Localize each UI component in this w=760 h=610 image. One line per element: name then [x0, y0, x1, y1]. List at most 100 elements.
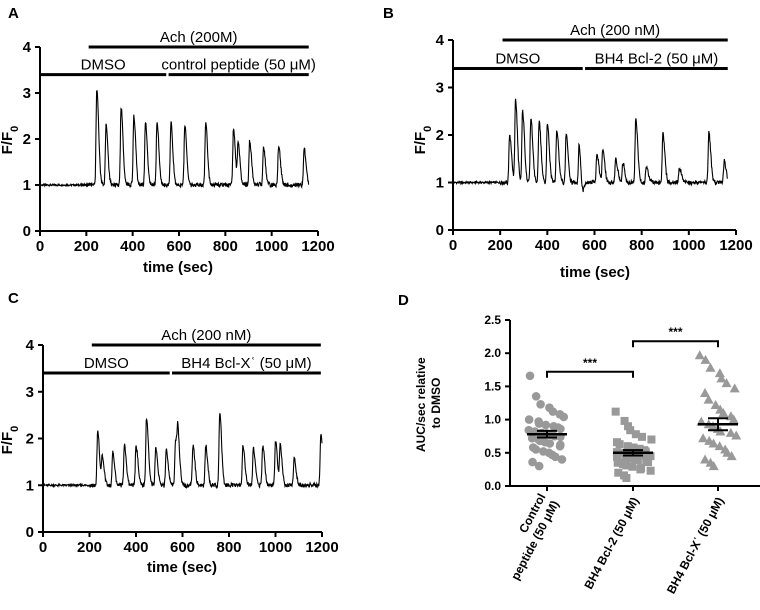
- data-point: [620, 416, 629, 425]
- panel-c: C F/F0 time (sec) Ach (200 nM) DMSO BH4 …: [0, 290, 339, 576]
- y-tick-label: 1: [436, 175, 444, 192]
- category-label: BH4 Bcl-Xʿ (50 μM): [664, 495, 727, 596]
- data-point: [705, 362, 716, 372]
- data-point: [559, 412, 569, 422]
- data-point: [647, 435, 656, 444]
- y-axis-label-b: F/F0: [412, 126, 434, 155]
- data-point: [615, 440, 624, 449]
- y-axis-label-d: AUC/sec relative to DMSO: [414, 354, 443, 452]
- y-tick-label: 3: [23, 85, 31, 102]
- data-point: [622, 461, 631, 470]
- data-point: [698, 433, 709, 443]
- data-point: [622, 474, 631, 483]
- x-tick-label: 1200: [301, 238, 334, 255]
- category-label-line: BH4 Bcl-2 (50 μM): [581, 495, 641, 592]
- data-point: [638, 432, 647, 441]
- data-point: [636, 465, 645, 474]
- data-point: [710, 399, 721, 409]
- x-tick-label: 1000: [255, 238, 288, 255]
- x-tick-label: 800: [216, 539, 241, 556]
- x-tick-label: 400: [123, 539, 148, 556]
- data-point: [613, 458, 622, 467]
- y-tick-label: 2: [26, 431, 34, 448]
- annotations-c: Ach (200 nM) DMSO BH4 Bcl-Xʿ (50 μM): [43, 327, 321, 375]
- panel-d: D AUC/sec relative to DMSO 0.0 0.5 1.0 1.5 2…: [398, 292, 760, 596]
- data-point: [714, 368, 725, 378]
- x-tick-label: 1200: [719, 237, 752, 254]
- data-point: [641, 451, 650, 460]
- y-tick-label: 0.5: [484, 446, 501, 460]
- plot-area-b: 0 1 2 3 4 0 200 400 600 800 1000 1200: [436, 32, 753, 254]
- category-label: Controlpeptide (50 μM): [495, 491, 562, 582]
- data-point: [714, 441, 725, 451]
- x-tick-label: 1000: [259, 539, 292, 556]
- data-point: [703, 394, 714, 404]
- condition-label-treatment: BH4 Bcl-2 (50 μM): [595, 51, 719, 68]
- x-tick-label: 600: [166, 238, 191, 255]
- y-tick-label: 2: [23, 131, 31, 148]
- y-axis-label-d-line2: to DMSO: [429, 378, 443, 429]
- y-tick-label: 4: [23, 39, 32, 56]
- category-label-line: BH4 Bcl-Xʿ (50 μM): [664, 495, 727, 596]
- y-tick-label: 2: [436, 127, 444, 144]
- data-point: [726, 451, 737, 461]
- stimulus-label-ach: Ach (200 nM): [570, 22, 660, 39]
- y-tick-label: 2.0: [484, 346, 501, 360]
- data-point: [545, 439, 555, 448]
- panel-letter-c: C: [8, 290, 19, 307]
- y-tick-label: 0.0: [484, 479, 501, 493]
- y-axis-label-c: F/F0: [0, 426, 21, 455]
- data-point: [525, 371, 535, 381]
- data-point: [551, 452, 560, 462]
- data-point: [555, 441, 565, 451]
- plot-area-c: 0 1 2 3 4 0 200 400 600 800 1000 1200: [26, 337, 339, 556]
- condition-label-dmso: DMSO: [84, 355, 129, 372]
- y-tick-label: 4: [436, 32, 445, 49]
- data-point: [708, 461, 719, 471]
- data-point: [631, 430, 640, 439]
- data-point: [729, 383, 740, 393]
- data-point: [718, 407, 729, 417]
- data-point: [628, 462, 637, 471]
- panel-b: B F/F0 time (sec) Ach (200 nM) DMSO BH4 …: [383, 5, 753, 281]
- data-point: [534, 419, 544, 428]
- data-point: [646, 466, 655, 475]
- x-tick-label: 600: [170, 539, 195, 556]
- data-point: [646, 452, 655, 461]
- plot-area-d: 0.0 0.5 1.0 1.5 2.0 2.5 *** ***: [484, 313, 760, 493]
- x-axis-label-b: time (sec): [560, 264, 630, 281]
- data-point: [633, 456, 642, 465]
- data-point: [626, 426, 635, 435]
- y-tick-label: 0: [436, 222, 444, 239]
- data-point: [629, 443, 638, 452]
- y-axis-label-a: F/F0: [0, 126, 21, 155]
- x-tick-label: 0: [39, 539, 47, 556]
- y-tick-label: 4: [26, 337, 35, 354]
- data-point: [716, 373, 727, 383]
- data-point: [700, 354, 711, 364]
- significance-label: ***: [583, 356, 597, 370]
- data-point: [534, 461, 544, 471]
- data-point: [612, 452, 621, 461]
- annotations-b: Ach (200 nM) DMSO BH4 Bcl-2 (50 μM): [453, 22, 728, 70]
- significance-label: ***: [668, 325, 682, 339]
- data-point: [700, 454, 711, 464]
- data-point: [531, 392, 541, 401]
- y-tick-label: 2.5: [484, 313, 501, 327]
- significance-bracket: [632, 340, 719, 348]
- data-point: [635, 444, 644, 453]
- annotations-a: Ach (200M) DMSO control peptide (50 μM): [40, 29, 316, 77]
- x-tick-label: 800: [213, 238, 238, 255]
- x-tick-label: 1200: [305, 539, 338, 556]
- data-point: [528, 457, 537, 467]
- y-tick-label: 3: [436, 80, 444, 97]
- y-tick-label: 1: [23, 177, 31, 194]
- data-point: [623, 454, 632, 463]
- y-axis-label-d-line1: AUC/sec relative: [414, 357, 428, 452]
- data-point: [623, 442, 632, 451]
- x-tick-label: 400: [120, 238, 145, 255]
- panel-a: A F/F0 time (sec) Ach (200M) DMSO contro…: [0, 5, 335, 276]
- plot-area-a: 0 1 2 3 4 0 200 400 600 800 1000 1200: [23, 39, 335, 255]
- x-tick-label: 400: [535, 237, 560, 254]
